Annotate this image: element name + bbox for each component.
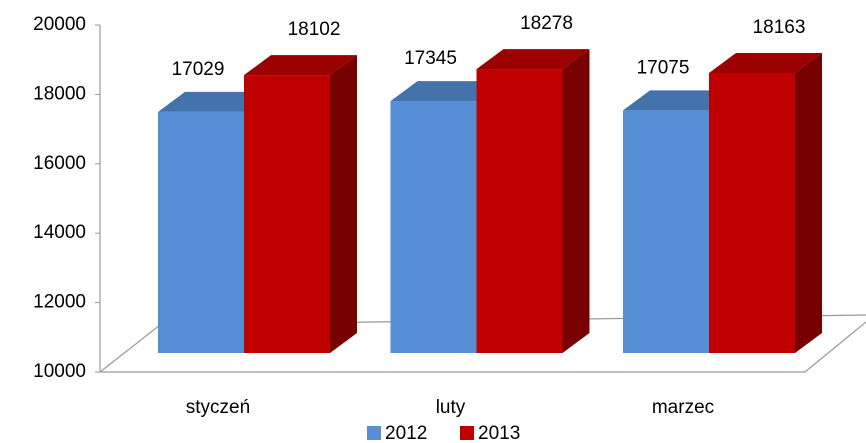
- y-tick-label: 20000: [33, 14, 86, 35]
- value-label: 18278: [520, 13, 573, 34]
- value-label: 18102: [288, 19, 341, 40]
- value-label: 17029: [172, 59, 225, 80]
- floor-side: [99, 324, 161, 373]
- bar-top: [476, 49, 590, 70]
- bar-side: [795, 53, 822, 354]
- x-tick-label: styczeń: [186, 397, 250, 418]
- bar-top: [390, 81, 504, 102]
- bar: [709, 73, 795, 354]
- bar: [476, 69, 563, 353]
- value-label: 17075: [637, 57, 690, 78]
- x-tick-label: marzec: [652, 397, 714, 418]
- y-tick-label: 10000: [33, 361, 86, 382]
- bar-side: [330, 55, 357, 353]
- bar: [244, 75, 330, 353]
- value-label: 17345: [404, 48, 457, 69]
- value-label: 18163: [753, 17, 806, 38]
- bar: [158, 111, 244, 353]
- legend-label: 2013: [478, 423, 520, 443]
- bar-top: [244, 55, 357, 76]
- bar-side: [562, 49, 590, 353]
- y-tick-label: 18000: [33, 83, 86, 104]
- bar: [623, 110, 709, 353]
- bar-top: [623, 90, 736, 111]
- legend-swatch: [367, 426, 381, 440]
- bar-top: [158, 91, 271, 112]
- legend-label: 2012: [385, 423, 427, 443]
- floor-front: [100, 321, 866, 373]
- y-tick-label: 14000: [33, 222, 86, 243]
- y-tick-label: 16000: [33, 153, 86, 174]
- bar-top: [709, 53, 822, 74]
- bar: [390, 101, 477, 353]
- legend-swatch: [460, 426, 474, 440]
- y-tick-label: 12000: [33, 292, 86, 313]
- x-tick-label: luty: [436, 397, 466, 418]
